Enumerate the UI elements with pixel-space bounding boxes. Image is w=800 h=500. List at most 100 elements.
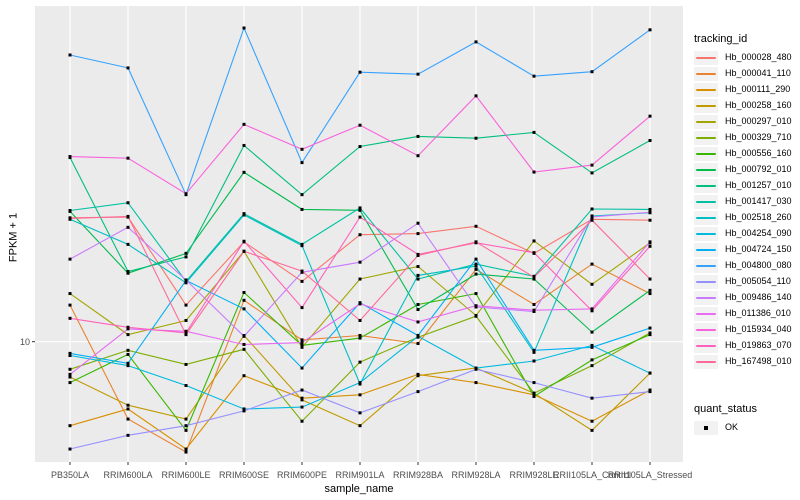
data-point — [416, 253, 420, 257]
legend-key-line-icon — [696, 249, 716, 251]
data-point — [184, 417, 188, 421]
data-point — [648, 390, 652, 394]
legend-item: Hb_004724_150 — [688, 243, 800, 258]
x-tick-label: RRII105LA_Stressed — [607, 470, 693, 480]
legend-item-label: Hb_011386_010 — [725, 308, 791, 318]
data-point — [126, 269, 130, 273]
data-point — [126, 156, 130, 160]
data-point — [68, 375, 72, 379]
data-point — [532, 381, 536, 385]
data-point — [184, 383, 188, 387]
data-point — [68, 53, 72, 57]
data-point — [474, 240, 478, 244]
data-point — [126, 66, 130, 70]
data-point — [358, 424, 362, 428]
data-point — [648, 114, 652, 118]
data-point — [184, 362, 188, 366]
data-point — [590, 163, 594, 167]
legend-key — [694, 179, 718, 193]
data-point — [68, 217, 72, 221]
data-point — [590, 207, 594, 211]
legend-item: Hb_002518_260 — [688, 211, 800, 226]
data-point — [358, 302, 362, 306]
data-point — [126, 417, 130, 421]
data-point — [126, 242, 130, 246]
data-point — [358, 215, 362, 219]
data-point — [532, 130, 536, 134]
legend-key-line-icon — [696, 329, 716, 331]
legend-item: Hb_000297_010 — [688, 115, 800, 130]
data-point — [590, 309, 594, 313]
legend-key — [694, 99, 718, 113]
data-point — [300, 388, 304, 392]
data-point — [184, 281, 188, 285]
data-point — [300, 366, 304, 370]
data-point — [416, 302, 420, 306]
data-point — [68, 292, 72, 296]
data-point — [68, 367, 72, 371]
legend-item: Hb_000329_710 — [688, 131, 800, 146]
data-point — [242, 213, 246, 217]
legend-item-label: Hb_167498_010 — [725, 356, 792, 366]
legend-item: Hb_015934_040 — [688, 323, 800, 338]
data-point — [358, 208, 362, 212]
data-point — [68, 303, 72, 307]
data-point — [416, 273, 420, 277]
data-point — [648, 207, 652, 211]
data-point — [68, 155, 72, 159]
data-point — [532, 170, 536, 174]
data-point — [590, 419, 594, 423]
data-point — [474, 257, 478, 261]
data-point — [590, 345, 594, 349]
legend-item-label: Hb_000028_480 — [725, 52, 792, 62]
data-point — [474, 381, 478, 385]
data-point — [126, 348, 130, 352]
data-point — [648, 244, 652, 248]
legend-key — [694, 115, 718, 129]
data-point — [358, 123, 362, 127]
data-point — [358, 206, 362, 210]
legend-item-label: Hb_000329_710 — [725, 132, 792, 142]
data-point — [184, 318, 188, 322]
data-point — [532, 251, 536, 255]
data-point — [416, 342, 420, 346]
data-point — [590, 428, 594, 432]
data-point — [68, 351, 72, 355]
legend-key-line-icon — [696, 105, 716, 107]
data-point — [242, 249, 246, 253]
data-point — [242, 407, 246, 411]
data-point — [590, 396, 594, 400]
x-tick-label: RRIM928LE — [509, 470, 559, 480]
data-point — [416, 72, 420, 76]
data-point — [300, 396, 304, 400]
data-point — [474, 264, 478, 268]
data-point — [184, 329, 188, 333]
data-point — [648, 210, 652, 214]
legend-item-label: Hb_019863_070 — [725, 340, 792, 350]
data-point — [648, 371, 652, 375]
data-point — [648, 326, 652, 330]
data-point — [242, 122, 246, 126]
data-point — [416, 277, 420, 281]
data-point — [242, 170, 246, 174]
data-point — [68, 372, 72, 376]
data-point — [300, 279, 304, 283]
data-point — [416, 374, 420, 378]
data-point — [126, 407, 130, 411]
data-point — [358, 411, 362, 415]
legend-key-line-icon — [696, 217, 716, 219]
legend-key — [694, 355, 718, 369]
legend-key-line-icon — [696, 57, 716, 59]
data-point — [126, 433, 130, 437]
data-point — [300, 341, 304, 345]
data-point — [474, 367, 478, 371]
data-point — [358, 336, 362, 340]
data-point — [300, 398, 304, 402]
legend-key-line-icon — [696, 345, 716, 347]
data-point — [300, 207, 304, 211]
legend-key — [694, 51, 718, 65]
legend-item: Hb_000041_110 — [688, 67, 800, 82]
data-point — [300, 306, 304, 310]
